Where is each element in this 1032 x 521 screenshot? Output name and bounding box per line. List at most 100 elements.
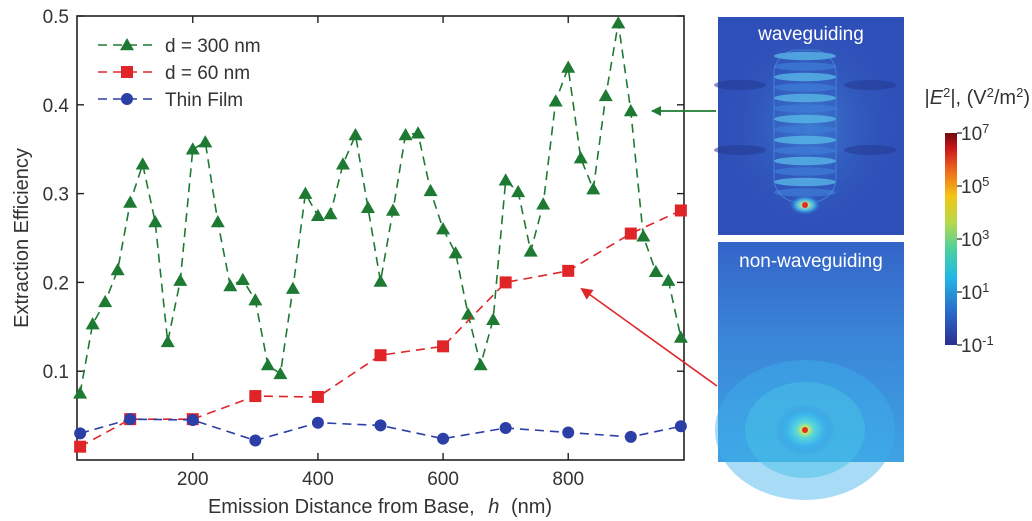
mode-band — [774, 104, 836, 113]
data-point — [436, 222, 451, 235]
data-point — [73, 386, 88, 399]
data-point — [623, 104, 638, 117]
mode-band — [774, 135, 836, 145]
data-point — [210, 215, 225, 228]
data-point — [249, 434, 262, 447]
data-point — [310, 208, 325, 222]
mode-band — [774, 177, 836, 187]
data-point — [374, 419, 387, 432]
data-point — [124, 413, 137, 426]
data-point — [198, 135, 213, 148]
waveguiding-label: waveguiding — [757, 24, 864, 45]
colorbar-gradient — [945, 133, 957, 345]
data-point — [85, 317, 100, 330]
x-axis-label-unit: (nm) — [511, 496, 552, 518]
mode-band — [774, 156, 836, 166]
mode-band — [774, 83, 836, 92]
data-point — [673, 330, 688, 343]
legend-marker — [121, 66, 133, 78]
mode-band — [774, 125, 836, 134]
data-point — [523, 244, 538, 257]
legend-item: Thin Film — [98, 90, 243, 111]
data-point — [335, 157, 350, 170]
colorbar-tick-label: 105 — [961, 174, 989, 199]
legend-item: d = 300 nm — [98, 36, 261, 57]
data-point — [624, 430, 637, 443]
mode-band — [774, 167, 836, 176]
colorbar-tick-label: 10-1 — [961, 333, 994, 358]
data-point — [499, 276, 512, 289]
data-point — [186, 414, 199, 427]
data-point — [135, 157, 150, 170]
data-point — [248, 293, 263, 306]
data-point — [148, 215, 163, 228]
y-axis-label: Extraction Efficiency — [11, 148, 33, 328]
data-point — [373, 274, 388, 287]
data-point — [260, 357, 275, 371]
data-point — [160, 334, 175, 348]
data-point — [98, 294, 113, 308]
waveguiding-source-dot — [802, 202, 808, 208]
y-tick-label: 0.2 — [43, 273, 69, 294]
colorbar-tick-label: 103 — [961, 227, 989, 252]
data-point — [437, 432, 450, 445]
data-point — [448, 246, 463, 259]
data-point — [486, 312, 501, 325]
data-point — [573, 151, 588, 164]
colorbar: |E2|, (V2/m2) 107 105 103 101 10-1 — [925, 85, 1030, 358]
data-point — [636, 229, 651, 242]
data-point — [311, 416, 324, 429]
non-waveguiding-label: non-waveguiding — [739, 251, 883, 272]
colorbar-title: |E2|, (V2/m2) — [925, 85, 1030, 110]
data-point — [285, 281, 300, 294]
data-point — [398, 127, 413, 141]
data-point — [473, 357, 488, 371]
y-tick-label: 0.1 — [43, 362, 69, 383]
x-axis-label-main: Emission Distance from Base, — [208, 496, 475, 518]
data-point — [648, 264, 663, 277]
data-point — [498, 173, 513, 186]
non-waveguiding-panel: non-waveguiding — [715, 242, 904, 500]
data-point — [311, 390, 324, 403]
data-point — [586, 182, 601, 195]
legend-label: d = 300 nm — [165, 36, 261, 57]
data-point — [110, 262, 125, 276]
data-point — [674, 204, 687, 217]
data-point — [511, 184, 526, 198]
x-axis-ticks: 200 400 600 800 — [177, 16, 584, 490]
data-point — [536, 197, 551, 210]
data-point — [74, 440, 87, 453]
data-point — [173, 273, 188, 286]
non-waveguiding-pointer-arrow — [580, 287, 718, 387]
x-tick-label: 400 — [302, 469, 334, 490]
mode-band — [774, 188, 836, 197]
data-point — [561, 60, 576, 73]
x-tick-label: 200 — [177, 469, 209, 490]
y-axis-ticks: 0.1 0.2 0.3 0.4 0.5 — [43, 7, 684, 383]
legend-item: d = 60 nm — [98, 63, 250, 84]
mode-band — [774, 51, 836, 61]
series-triangle — [73, 16, 688, 399]
data-point — [661, 273, 676, 286]
series-layer — [73, 16, 688, 453]
field-lobe — [714, 80, 766, 90]
data-point — [323, 207, 338, 220]
data-point — [598, 88, 613, 102]
y-tick-label: 0.4 — [43, 96, 70, 117]
data-point — [437, 340, 450, 353]
mode-band — [774, 72, 836, 82]
non-waveguiding-source-dot — [802, 427, 808, 433]
series-line — [79, 209, 682, 448]
mode-band — [774, 93, 836, 103]
data-point — [674, 420, 687, 433]
plot-area: 0.1 0.2 0.3 0.4 0.5 200 400 600 800 — [43, 7, 688, 490]
data-point — [298, 186, 313, 199]
data-point — [249, 390, 262, 403]
data-point — [348, 127, 363, 141]
series-circle — [74, 413, 687, 447]
data-point — [360, 200, 375, 214]
colorbar-tick-label: 101 — [961, 280, 989, 305]
legend-label: d = 60 nm — [165, 63, 250, 84]
mode-band — [774, 114, 836, 124]
